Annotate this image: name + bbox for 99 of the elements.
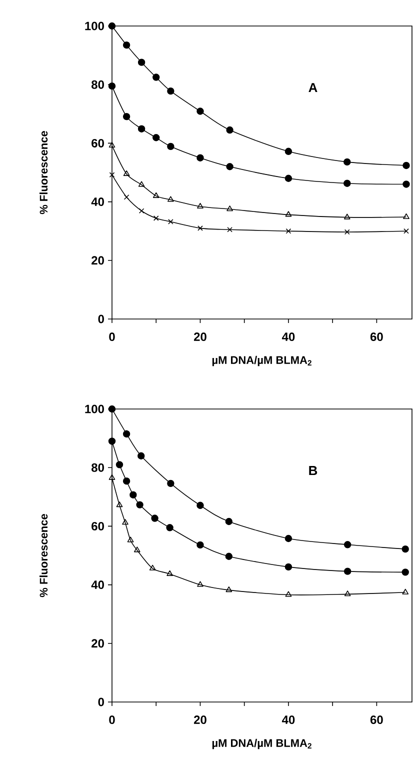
x-tick-label: 0 [109,716,115,724]
point [108,142,116,148]
point [138,58,146,66]
point [226,126,234,134]
point [108,438,116,445]
point [198,226,203,231]
x-tick-label: 40 [282,716,295,724]
point [284,534,292,542]
point [138,125,146,132]
point [284,174,292,182]
point [168,196,174,202]
point [285,211,292,217]
point [166,570,173,576]
x-axis-title: µM DNA/µM BLMA$_{2}$ [212,738,312,750]
point [286,228,292,234]
point [196,154,204,162]
point [344,180,351,187]
point [196,541,204,549]
point [285,591,292,597]
y-tick-label: 0 [98,698,104,706]
y-axis-title: % Fluorescence [40,514,48,598]
point [130,491,137,498]
point [284,563,292,571]
point [226,163,234,170]
point [151,514,158,522]
point [196,502,204,509]
point [134,546,140,552]
point [168,219,174,224]
x-tick-label: 20 [194,332,206,342]
point [166,524,174,532]
point [108,474,116,480]
point [123,170,130,176]
point [344,541,352,548]
point [196,108,204,115]
y-tick-label: 80 [91,463,104,472]
x-tick-label: 60 [370,332,383,342]
point [344,568,352,575]
point [138,181,145,187]
point [344,158,351,166]
point [402,180,410,188]
point [152,74,160,81]
point [116,502,123,508]
point [122,430,130,438]
point [116,461,124,468]
point [167,142,174,150]
y-tick-label: 60 [92,522,104,530]
point [138,208,144,214]
y-tick-label: 20 [92,256,104,265]
point [152,134,160,142]
annotation: A [308,83,318,92]
x-tick-label: 20 [194,716,206,724]
x-tick-label: 0 [109,332,115,342]
y-tick-label: 100 [85,22,104,30]
point [284,148,292,156]
x-tick-label: 60 [370,716,383,724]
point [404,228,409,234]
y-tick-label: 100 [85,404,104,414]
x-tick-label: 40 [282,332,295,342]
point [108,405,116,413]
point [226,206,233,212]
point [197,581,204,587]
point [152,192,160,198]
point [136,501,144,508]
point [227,226,232,232]
y-tick-label: 80 [91,80,104,89]
point [344,229,350,235]
point [402,545,409,553]
point [122,112,130,120]
point [402,162,410,170]
point [225,518,232,526]
point [124,194,130,200]
y-tick-label: 20 [92,639,104,648]
point [108,82,116,90]
point [109,172,115,178]
point [122,41,130,49]
point [197,202,204,208]
point [226,586,232,592]
y-tick-label: 40 [91,580,104,590]
point [127,536,134,542]
point [149,564,156,570]
point [167,480,174,488]
point [167,87,174,95]
point [138,452,145,460]
y-tick-label: 60 [92,138,104,148]
x-axis-title: µM DNA/µM BLMA$_{2}$ [212,356,312,366]
point [153,216,159,221]
point [402,568,409,576]
annotation: B [309,466,318,475]
point [225,552,232,560]
point [402,588,409,594]
point [108,22,116,30]
y-tick-label: 0 [98,314,104,324]
point [122,519,128,525]
y-tick-label: 40 [91,198,104,206]
point [122,477,130,485]
y-axis-title: % Fluorescence [40,131,48,214]
point [403,213,410,220]
point [344,214,350,220]
point [344,590,351,596]
